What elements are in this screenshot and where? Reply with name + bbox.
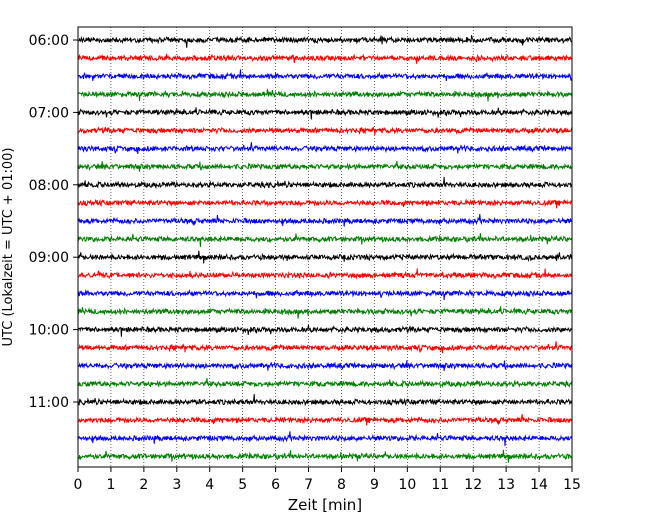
x-tick-label: 0 [74, 477, 83, 493]
trace-11:15 [77, 414, 573, 426]
x-tick-label: 2 [139, 477, 148, 493]
trace-08:30 [77, 214, 573, 227]
y-axis-ticks: 06:00 07:00 08:00 09:00 10:00 11:00 [29, 33, 78, 411]
x-tick-label: 6 [271, 477, 280, 493]
trace-06:30 [77, 69, 573, 82]
trace-10:30 [77, 360, 573, 371]
vertical-grid [110, 27, 540, 467]
y-tick-label: 10:00 [29, 323, 69, 339]
x-tick-label: 1 [106, 477, 115, 493]
trace-11:45 [77, 449, 573, 463]
x-tick-label: 5 [238, 477, 247, 493]
trace-10:45 [77, 378, 573, 389]
y-axis-label: UTC (Lokalzeit = UTC + 01:00) [1, 148, 16, 347]
trace-06:45 [77, 88, 573, 102]
y-tick-label: 09:00 [29, 250, 69, 266]
y-tick-label: 06:00 [29, 33, 69, 49]
trace-08:15 [77, 198, 573, 209]
x-axis-label: Zeit [min] [288, 496, 362, 514]
trace-07:00 [77, 107, 573, 120]
trace-07:45 [77, 160, 573, 172]
x-axis-ticks: 0 1 2 3 4 5 6 7 8 9 10 11 12 13 14 15 [74, 467, 581, 493]
x-tick-label: 11 [431, 477, 449, 493]
y-tick-label: 07:00 [29, 105, 69, 121]
x-tick-label: 14 [530, 477, 548, 493]
trace-07:30 [77, 142, 573, 155]
trace-10:15 [77, 341, 573, 354]
plot-frame [77, 26, 573, 468]
trace-08:00 [77, 176, 573, 190]
trace-06:00 [77, 35, 573, 48]
trace-07:15 [77, 126, 573, 136]
x-tick-label: 7 [304, 477, 313, 493]
x-tick-label: 10 [398, 477, 416, 493]
trace-11:30 [77, 431, 573, 447]
trace-06:15 [77, 53, 572, 64]
x-tick-label: 12 [464, 477, 482, 493]
y-tick-label: 11:00 [29, 395, 69, 411]
x-tick-label: 4 [205, 477, 214, 493]
trace-09:45 [77, 306, 573, 319]
trace-10:00 [77, 324, 573, 337]
x-tick-label: 15 [563, 477, 581, 493]
y-tick-label: 08:00 [29, 178, 69, 194]
x-tick-label: 9 [370, 477, 379, 493]
trace-09:30 [77, 287, 573, 301]
trace-11:00 [77, 394, 573, 407]
trace-08:45 [77, 233, 573, 248]
x-tick-label: 13 [497, 477, 515, 493]
trace-09:15 [78, 268, 573, 280]
seismic-traces [77, 35, 573, 463]
x-tick-label: 8 [337, 477, 346, 493]
x-tick-label: 3 [172, 477, 181, 493]
trace-09:00 [77, 250, 573, 264]
